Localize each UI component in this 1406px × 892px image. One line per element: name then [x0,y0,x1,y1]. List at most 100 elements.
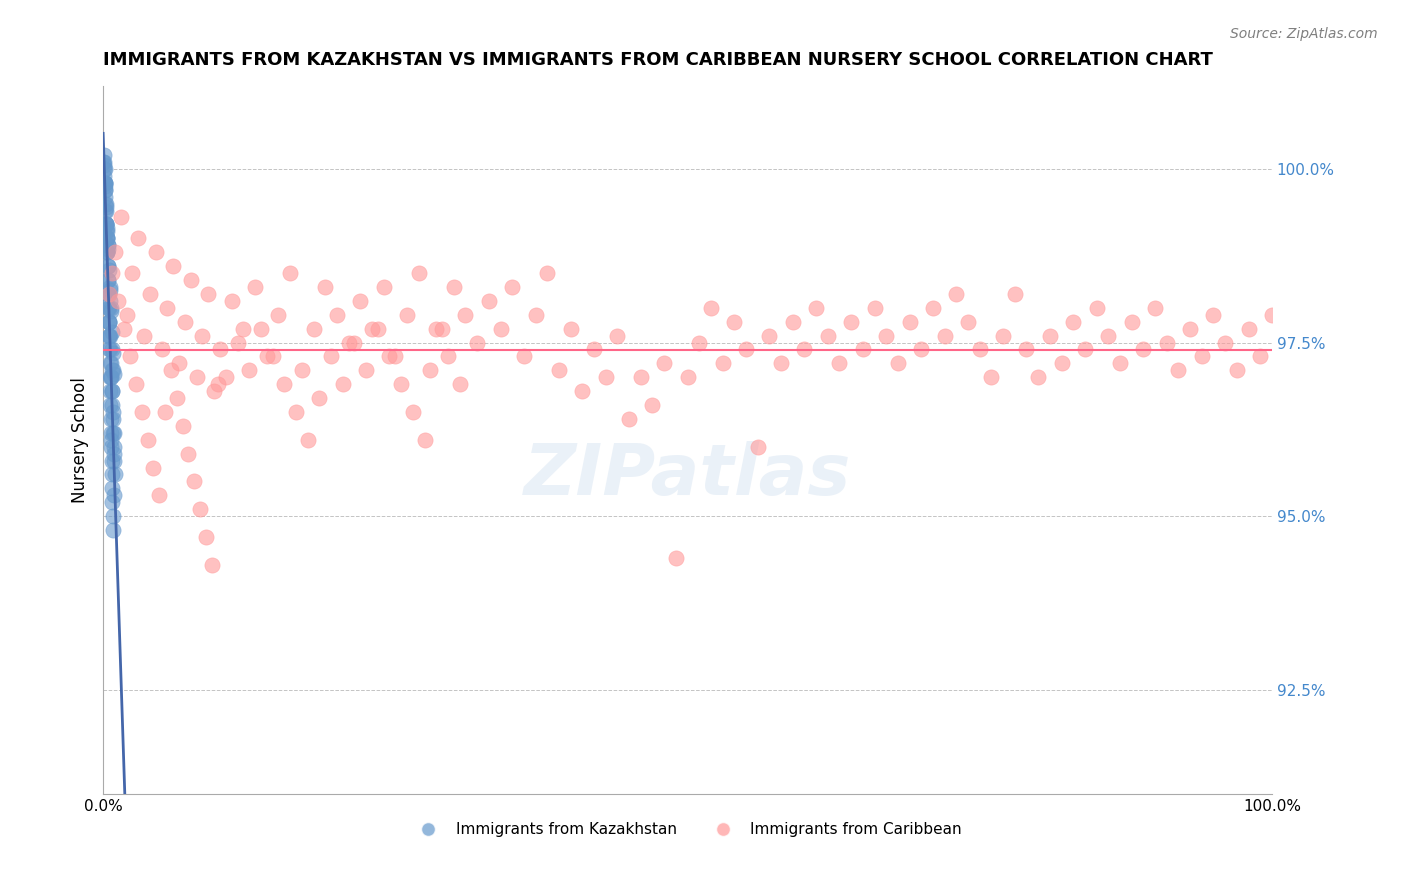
Point [139,286,162,301]
Point [262,350,284,364]
Point [1143,301,1166,315]
Point [101,425,124,440]
Point [100,304,122,318]
Point [337,335,360,350]
Point [828,356,851,370]
Point [980,370,1002,384]
Point [524,308,547,322]
Point [232,321,254,335]
Point [101,266,124,280]
Point [112,321,135,335]
Point [101,363,124,377]
Point [922,301,945,315]
Point [100,412,122,426]
Point [94,189,117,203]
Point [188,502,211,516]
Point [156,301,179,315]
Point [513,350,536,364]
Point [93,161,115,176]
Point [898,315,921,329]
Point [118,350,141,364]
Point [641,398,664,412]
Point [96,224,118,238]
Point [145,245,167,260]
Point [617,412,640,426]
Point [1156,335,1178,350]
Point [991,328,1014,343]
Point [1004,286,1026,301]
Point [243,280,266,294]
Y-axis label: Nursery School: Nursery School [72,376,89,503]
Point [100,343,122,357]
Point [183,475,205,489]
Point [1074,343,1097,357]
Point [142,460,165,475]
Point [98,262,121,277]
Point [1226,363,1249,377]
Point [103,467,125,482]
Point [93,155,115,169]
Point [1213,335,1236,350]
Point [215,370,238,384]
Point [478,293,501,308]
Point [101,467,124,482]
Point [136,433,159,447]
Point [367,321,389,335]
Point [454,308,477,322]
Point [162,259,184,273]
Point [97,286,120,301]
Point [94,200,117,214]
Point [969,343,991,357]
Point [94,183,117,197]
Point [101,523,124,537]
Point [98,301,121,315]
Point [443,280,465,294]
Point [103,440,125,454]
Point [852,343,875,357]
Point [326,308,349,322]
Point [101,325,124,339]
Point [121,266,143,280]
Point [94,203,117,218]
Point [103,447,125,461]
Point [688,335,710,350]
Point [945,286,967,301]
Point [94,179,117,194]
Point [93,169,115,183]
Point [548,363,571,377]
Point [97,273,120,287]
Point [782,315,804,329]
Point [104,245,127,260]
Point [700,301,723,315]
Point [437,350,460,364]
Point [97,238,120,252]
Point [221,293,243,308]
Point [96,231,118,245]
Point [97,259,120,273]
Point [343,335,366,350]
Point [101,363,124,377]
Point [153,405,176,419]
Point [207,377,229,392]
Point [571,384,593,398]
Point [875,328,897,343]
Point [97,238,120,252]
Point [103,453,125,467]
Point [96,245,118,260]
Point [250,321,273,335]
Point [93,158,115,172]
Point [413,433,436,447]
Point [186,370,208,384]
Point [1015,343,1038,357]
Point [1167,363,1189,377]
Point [132,328,155,343]
Point [110,211,132,225]
Point [96,231,118,245]
Point [101,412,124,426]
Point [267,308,290,322]
Point [93,176,115,190]
Point [256,350,278,364]
Point [863,301,886,315]
Point [103,425,125,440]
Point [314,280,336,294]
